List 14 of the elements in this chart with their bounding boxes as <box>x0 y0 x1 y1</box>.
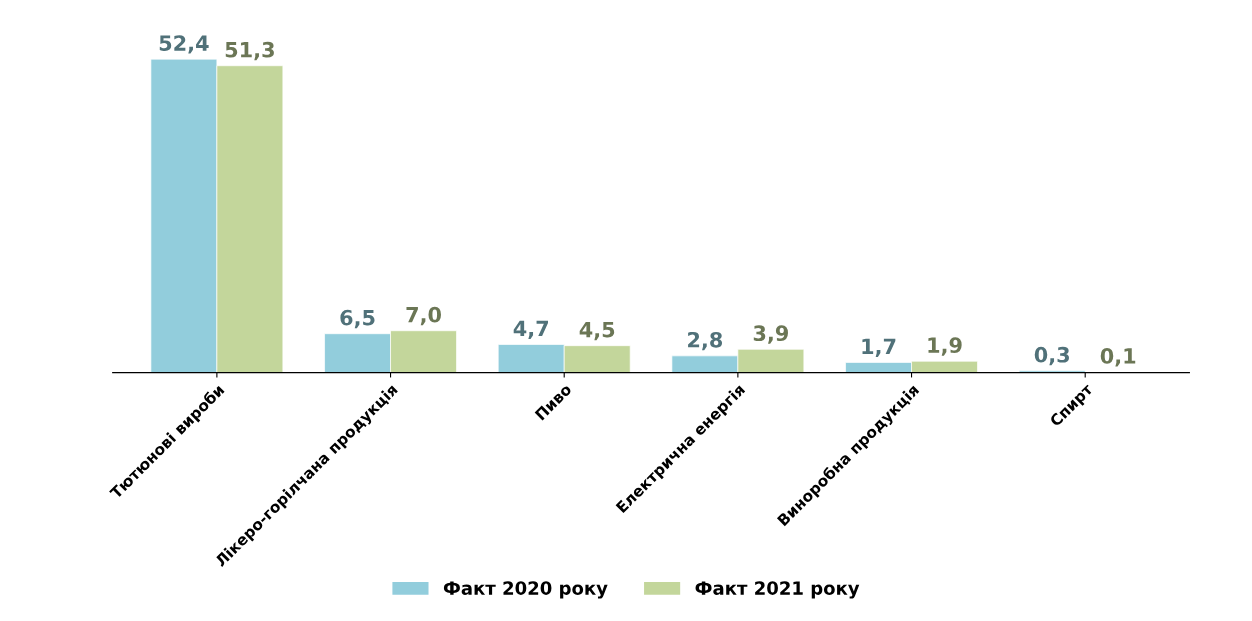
data-label: 4,5 <box>579 321 615 341</box>
data-label: 7,0 <box>406 306 441 326</box>
data-label: 1,7 <box>862 338 896 357</box>
data-label: 3,9 <box>753 325 788 344</box>
data-label: 51,3 <box>225 41 274 61</box>
legend-label: Факт 2020 року <box>443 581 608 599</box>
data-label: 2,8 <box>688 331 723 351</box>
data-label: 1,9 <box>928 337 962 356</box>
data-label: 0,3 <box>1034 346 1069 366</box>
data-label: 4,7 <box>513 320 549 339</box>
legend-label: Факт 2021 року <box>695 581 860 599</box>
data-label: 6,5 <box>340 309 375 329</box>
data-label: 52,4 <box>159 35 209 54</box>
data-label: 0,1 <box>1100 348 1136 367</box>
